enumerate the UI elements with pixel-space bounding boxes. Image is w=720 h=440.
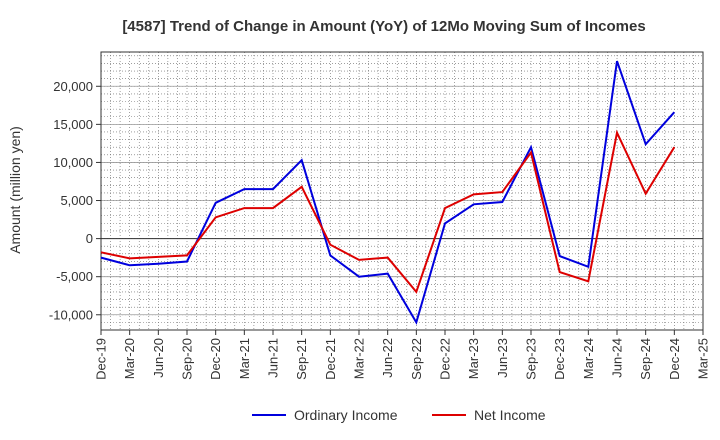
series-line-net-income	[100, 129, 676, 294]
y-tick-label: 15,000	[53, 117, 93, 132]
x-tick-label: Dec-24	[667, 338, 682, 380]
x-tick-label: Mar-25	[696, 338, 711, 379]
x-tick-label: Sep-20	[180, 338, 195, 380]
y-tick-label: 20,000	[53, 79, 93, 94]
x-tick-label: Mar-22	[352, 338, 367, 379]
x-tick-label: Dec-20	[208, 338, 223, 380]
x-tick-label: Mar-24	[581, 338, 596, 379]
x-tick-label: Jun-20	[151, 338, 166, 378]
x-tick-label: Jun-22	[380, 338, 395, 378]
x-tick-label: Sep-22	[409, 338, 424, 380]
grid	[100, 52, 704, 331]
legend: Ordinary Income Net Income	[252, 407, 546, 423]
y-tick-label: 0	[86, 231, 93, 246]
x-tick-label: Dec-19	[94, 338, 109, 380]
y-axis-title: Amount (million yen)	[7, 126, 23, 254]
x-tick-label: Jun-24	[610, 338, 625, 378]
x-tick-label: Mar-23	[466, 338, 481, 379]
y-tick-label: 5,000	[60, 193, 93, 208]
legend-label-net-income: Net Income	[474, 407, 546, 423]
x-tick-label: Sep-24	[638, 338, 653, 380]
y-tick-label: -5,000	[56, 269, 93, 284]
plot-frame	[100, 51, 704, 331]
x-tick-label: Dec-22	[438, 338, 453, 380]
plot-area	[101, 52, 703, 330]
series-lines	[100, 60, 676, 325]
x-tick-label: Jun-23	[495, 338, 510, 378]
x-tick-label: Dec-23	[552, 338, 567, 380]
x-tick-label: Mar-21	[237, 338, 252, 379]
axes: -10,000 -5,000 0 5,000 10,000 15,000 20,000 Dec…	[49, 51, 711, 380]
y-tick-label: 10,000	[53, 155, 93, 170]
legend-label-ordinary-income: Ordinary Income	[294, 407, 398, 423]
y-tick-label: -10,000	[49, 307, 93, 322]
x-tick-label: Sep-21	[294, 338, 309, 380]
x-tick-label: Jun-21	[266, 338, 281, 378]
chart-title: [4587] Trend of Change in Amount (YoY) o…	[122, 18, 645, 35]
x-tick-label: Mar-20	[122, 338, 137, 379]
x-tick-label: Sep-23	[524, 338, 539, 380]
x-tick-label: Dec-21	[323, 338, 338, 380]
